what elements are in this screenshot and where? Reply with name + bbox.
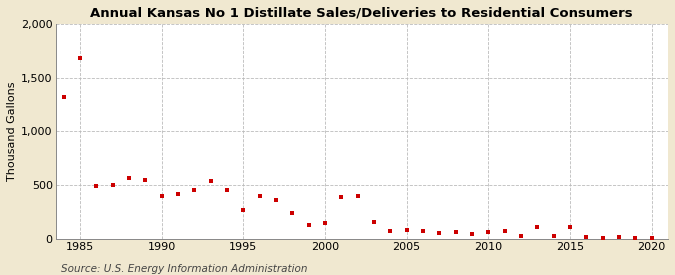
Point — [597, 235, 608, 240]
Point — [483, 230, 493, 235]
Text: Source: U.S. Energy Information Administration: Source: U.S. Energy Information Administ… — [61, 264, 307, 274]
Point — [532, 225, 543, 229]
Point — [630, 235, 641, 240]
Point — [352, 194, 363, 198]
Point — [369, 220, 379, 224]
Point — [91, 184, 102, 188]
Point — [303, 222, 314, 227]
Point — [107, 183, 118, 187]
Title: Annual Kansas No 1 Distillate Sales/Deliveries to Residential Consumers: Annual Kansas No 1 Distillate Sales/Deli… — [90, 7, 633, 20]
Point — [385, 229, 396, 233]
Point — [564, 225, 575, 230]
Point — [336, 195, 347, 199]
Point — [205, 179, 216, 183]
Point — [173, 191, 184, 196]
Point — [401, 228, 412, 232]
Point — [124, 175, 134, 180]
Point — [221, 188, 232, 192]
Point — [580, 235, 591, 239]
Point — [75, 56, 86, 60]
Point — [254, 194, 265, 199]
Point — [189, 188, 200, 192]
Point — [614, 234, 624, 239]
Point — [140, 178, 151, 182]
Point — [238, 208, 248, 213]
Point — [271, 197, 281, 202]
Point — [548, 234, 559, 238]
Point — [450, 230, 461, 234]
Point — [287, 211, 298, 215]
Point — [466, 232, 477, 236]
Point — [500, 229, 510, 233]
Point — [516, 234, 526, 238]
Point — [646, 235, 657, 240]
Y-axis label: Thousand Gallons: Thousand Gallons — [7, 82, 17, 181]
Point — [434, 231, 445, 235]
Point — [156, 194, 167, 198]
Point — [418, 229, 429, 233]
Point — [319, 221, 330, 226]
Point — [58, 95, 69, 99]
